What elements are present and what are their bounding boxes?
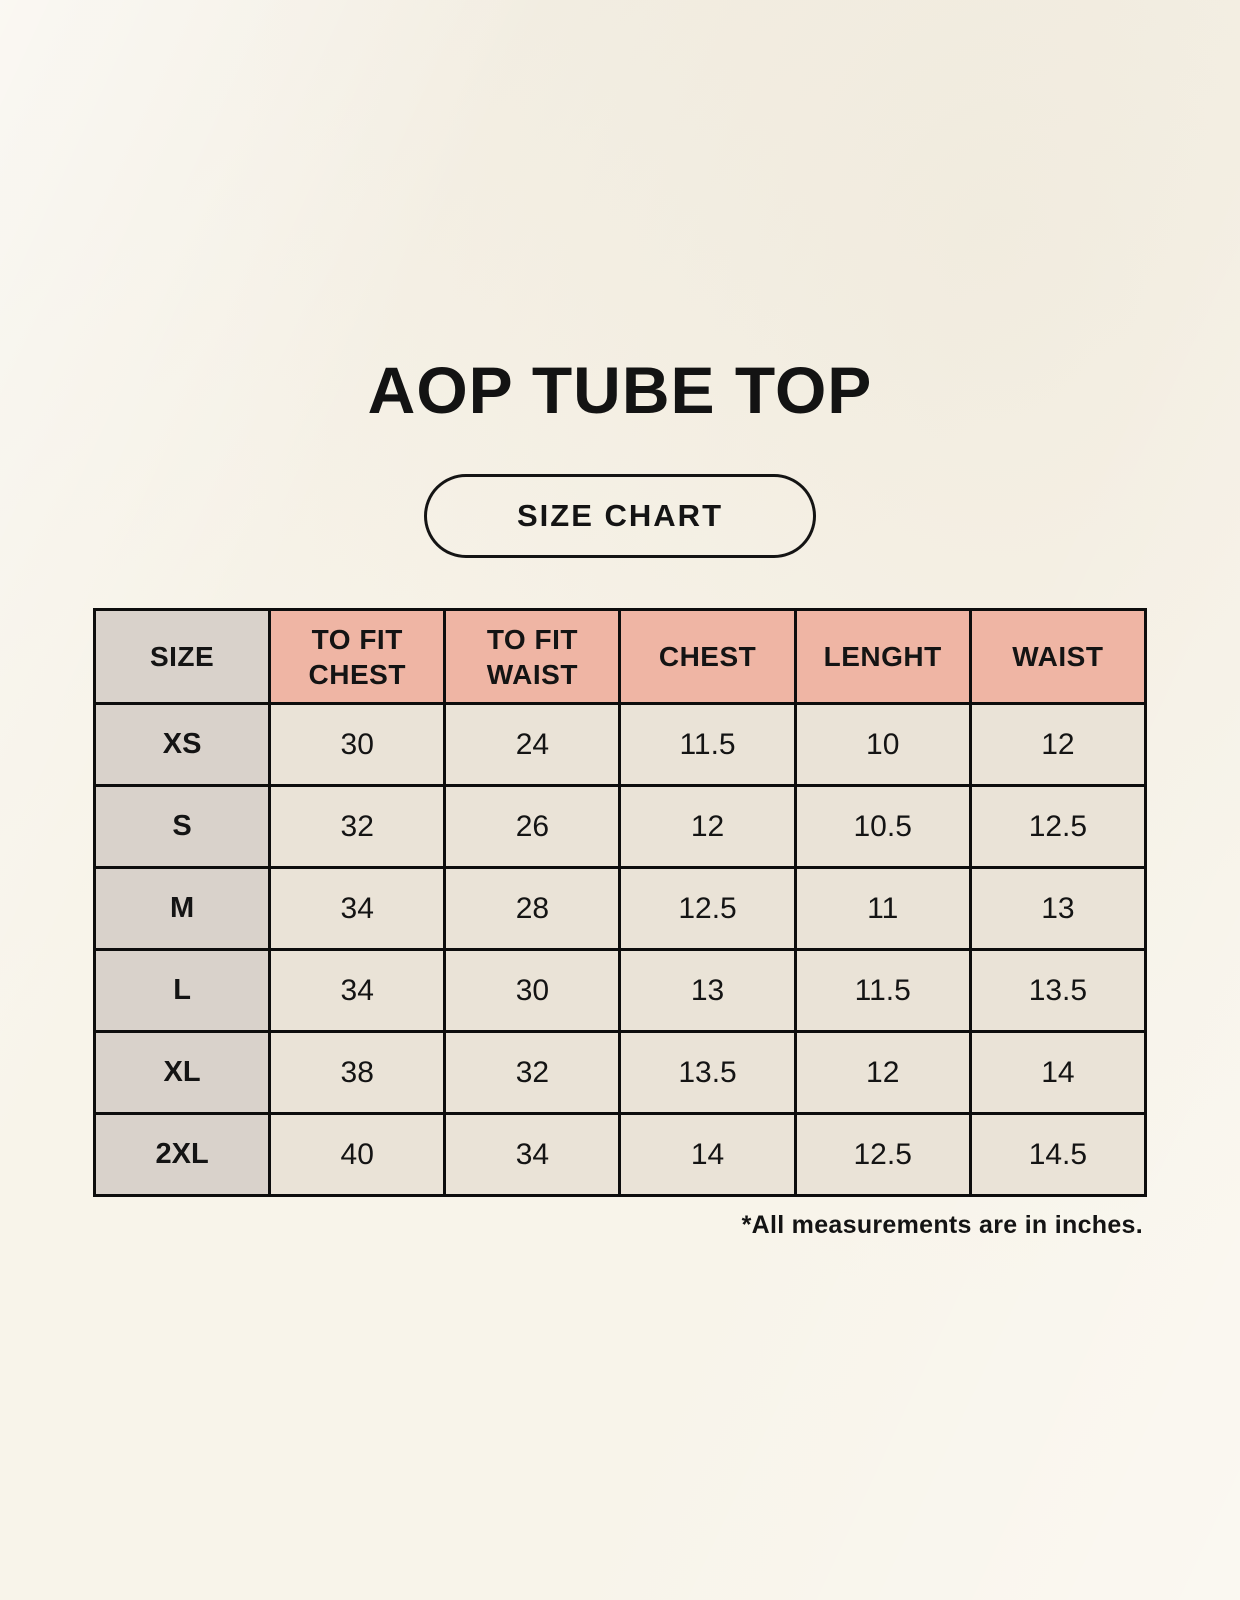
measurement-cell: 14 [968, 1030, 1148, 1115]
size-chart-table-container: SIZE TO FIT CHEST TO FIT WAIST CHEST LEN… [92, 608, 1148, 1197]
header-size: SIZE [92, 608, 272, 705]
table-header: SIZE TO FIT CHEST TO FIT WAIST CHEST LEN… [92, 608, 1148, 705]
page-title: AOP TUBE TOP [367, 353, 873, 427]
table-row-m: M 34 28 12.5 11 13 [92, 866, 1148, 951]
measurement-cell: 32 [268, 784, 447, 869]
measurement-cell: 34 [443, 1112, 622, 1197]
measurement-cell: 32 [443, 1030, 622, 1115]
header-waist: WAIST [968, 608, 1148, 705]
table-row-xs: XS 30 24 11.5 10 12 [92, 702, 1148, 787]
measurement-cell: 12 [793, 1030, 972, 1115]
measurement-cell: 13 [618, 948, 797, 1033]
measurement-cell: 30 [268, 702, 447, 787]
measurement-cell: 26 [443, 784, 622, 869]
header-lenght: LENGHT [793, 608, 972, 705]
size-label: M [92, 866, 272, 951]
measurement-cell: 12.5 [793, 1112, 972, 1197]
measurement-cell: 11 [793, 866, 972, 951]
measurement-cell: 12.5 [968, 784, 1148, 869]
measurement-cell: 28 [443, 866, 622, 951]
measurement-cell: 11.5 [793, 948, 972, 1033]
measurement-cell: 10.5 [793, 784, 972, 869]
table-row-2xl: 2XL 40 34 14 12.5 14.5 [92, 1112, 1148, 1197]
size-chart-table: SIZE TO FIT CHEST TO FIT WAIST CHEST LEN… [92, 608, 1148, 1197]
header-row: SIZE TO FIT CHEST TO FIT WAIST CHEST LEN… [92, 608, 1148, 705]
measurement-cell: 34 [268, 948, 447, 1033]
measurement-cell: 12 [968, 702, 1148, 787]
measurement-cell: 11.5 [618, 702, 797, 787]
size-chart-button[interactable]: SIZE CHART [424, 474, 816, 558]
measurement-cell: 14.5 [968, 1112, 1148, 1197]
measurements-footnote: *All measurements are in inches. [741, 1211, 1143, 1239]
size-label: XS [92, 702, 272, 787]
measurement-cell: 13.5 [618, 1030, 797, 1115]
measurement-cell: 10 [793, 702, 972, 787]
size-label: XL [92, 1030, 272, 1115]
measurement-cell: 38 [268, 1030, 447, 1115]
table-row-xl: XL 38 32 13.5 12 14 [92, 1030, 1148, 1115]
table-row-l: L 34 30 13 11.5 13.5 [92, 948, 1148, 1033]
measurement-cell: 13 [968, 866, 1148, 951]
measurement-cell: 12 [618, 784, 797, 869]
size-label: 2XL [92, 1112, 272, 1197]
measurement-cell: 13.5 [968, 948, 1148, 1033]
size-chart-badge-container: SIZE CHART [0, 474, 1240, 558]
table-row-s: S 32 26 12 10.5 12.5 [92, 784, 1148, 869]
header-to-fit-chest: TO FIT CHEST [268, 608, 447, 705]
measurement-cell: 12.5 [618, 866, 797, 951]
table-body: XS 30 24 11.5 10 12 S 32 26 12 10.5 12.5… [92, 702, 1148, 1197]
header-to-fit-waist: TO FIT WAIST [443, 608, 622, 705]
size-label: S [92, 784, 272, 869]
header-chest: CHEST [618, 608, 797, 705]
measurement-cell: 34 [268, 866, 447, 951]
measurement-cell: 14 [618, 1112, 797, 1197]
measurement-cell: 40 [268, 1112, 447, 1197]
measurement-cell: 30 [443, 948, 622, 1033]
size-label: L [92, 948, 272, 1033]
measurement-cell: 24 [443, 702, 622, 787]
